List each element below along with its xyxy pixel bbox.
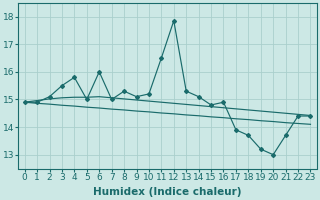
- X-axis label: Humidex (Indice chaleur): Humidex (Indice chaleur): [93, 187, 242, 197]
